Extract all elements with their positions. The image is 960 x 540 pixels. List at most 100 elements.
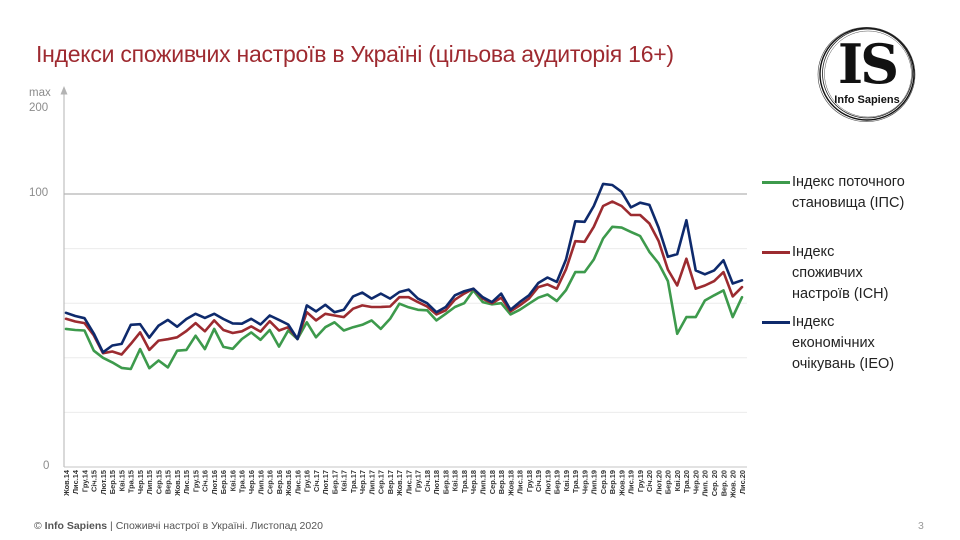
x-tick-label: Кві.17 — [340, 470, 349, 491]
copyright-icon: © — [34, 520, 42, 532]
x-tick-label: Тра.15 — [127, 470, 136, 493]
legend-label-isn: Індекс споживчих настроїв (ІСН) — [790, 242, 888, 305]
x-tick-label: Вер.19 — [608, 470, 617, 494]
x-tick-label: Жов. 20 — [729, 470, 738, 499]
x-tick-label: Січ.17 — [312, 470, 321, 492]
x-tick-label: Гру.19 — [636, 470, 645, 492]
logo-monogram: IS — [837, 32, 899, 96]
x-tick-label: Сер.16 — [266, 470, 275, 494]
x-tick-label: Січ.16 — [201, 470, 210, 492]
x-tick-label: Кві.19 — [562, 470, 571, 491]
footer-brand: Info Sapiens — [44, 520, 108, 532]
legend-label-line: економічних — [792, 335, 875, 351]
x-tick-label: Лис.20 — [738, 470, 747, 494]
legend-label-line: споживчих — [792, 265, 863, 281]
y-axis-max-label: max — [29, 87, 51, 99]
x-tick-label: Чер.19 — [580, 470, 589, 494]
x-tick-label: Лип.17 — [367, 470, 376, 494]
x-tick-label: Бер.19 — [553, 470, 562, 494]
x-tick-label: Лис.16 — [293, 470, 302, 494]
x-tick-label: Тра.18 — [460, 470, 469, 493]
x-tick-label: Гру.14 — [80, 469, 89, 492]
page-number: 3 — [918, 520, 924, 532]
x-tick-label: Вер. 20 — [719, 470, 728, 496]
series-line-ips — [64, 225, 744, 371]
legend-swatch-isn — [762, 251, 790, 254]
x-tick-label: Жов.16 — [284, 470, 293, 497]
x-tick-label: Вер.15 — [164, 470, 173, 494]
x-tick-label: Лис.19 — [627, 470, 636, 494]
x-tick-label: Бер.15 — [108, 470, 117, 494]
legend-item-ips: Індекс поточного становища (ІПС) — [762, 172, 905, 214]
x-tick-label: Чер.16 — [247, 470, 256, 494]
legend-label-line: очікувань (ІЕО) — [792, 356, 895, 372]
x-tick-label: Чер.17 — [358, 470, 367, 494]
x-tick-label: Сер. 20 — [710, 470, 719, 496]
x-tick-label: Бер.20 — [664, 470, 673, 494]
x-tick-label: Жов.14 — [62, 469, 71, 497]
x-tick-label: Січ.19 — [534, 470, 543, 492]
x-tick-label: Гру.16 — [303, 470, 312, 492]
x-tick-label: Бер.16 — [219, 470, 228, 494]
x-tick-label: Жов.15 — [173, 470, 182, 497]
footer-text: Споживчі настрої в Україні. Листопад 202… — [115, 520, 323, 532]
x-tick-label: Гру.17 — [414, 470, 423, 492]
x-tick-label: Вер.16 — [275, 470, 284, 494]
x-tick-label: Гру.18 — [525, 470, 534, 492]
x-tick-label: Січ.18 — [423, 470, 432, 492]
x-tick-label: Лип. 20 — [701, 470, 710, 497]
x-tick-label: Лип.16 — [256, 470, 265, 494]
x-tick-label: Січ.15 — [90, 470, 99, 492]
x-tick-label: Гру.15 — [191, 470, 200, 492]
x-tick-label: Лип.18 — [479, 470, 488, 494]
x-tick-label: Лис.15 — [182, 470, 191, 494]
x-tick-label: Сер.18 — [488, 470, 497, 494]
x-tick-label: Лис.14 — [71, 469, 80, 494]
x-tick-label: Кві.20 — [673, 470, 682, 491]
x-tick-label: Лют.19 — [543, 470, 552, 495]
x-tick-label: Жов.19 — [617, 470, 626, 497]
footer: © Info Sapiens | Споживчі настрої в Укра… — [34, 520, 323, 532]
x-tick-label: Сер.19 — [599, 470, 608, 494]
series-line-isn — [64, 200, 744, 356]
logo-ring-icon — [817, 26, 916, 123]
y-axis-max-value: 200 — [29, 102, 49, 114]
x-tick-label: Бер.18 — [442, 470, 451, 494]
x-tick-label: Бер.17 — [330, 470, 339, 494]
y-axis-arrow-icon — [60, 86, 68, 95]
legend-label-line: настроїв (ІСН) — [792, 286, 889, 302]
x-tick-label: Вер.18 — [497, 470, 506, 494]
legend-label-ips: Індекс поточного становища (ІПС) — [790, 172, 905, 214]
legend-label-line: Індекс поточного — [792, 174, 905, 190]
x-tick-label: Кві.15 — [117, 470, 126, 491]
x-tick-label: Тра.20 — [682, 470, 691, 493]
legend-swatch-ips — [762, 181, 790, 184]
legend-item-ieo: Індекс економічних очікувань (ІЕО) — [762, 312, 894, 375]
x-tick-label: Сер.17 — [377, 470, 386, 494]
x-tick-label: Жов.18 — [506, 470, 515, 497]
x-tick-label: Жов.17 — [395, 470, 404, 497]
x-tick-label: Кві.18 — [451, 470, 460, 491]
legend-label-line: Індекс — [792, 244, 835, 260]
series-line-ieo — [64, 182, 744, 354]
gridlines — [64, 193, 747, 413]
legend-item-isn: Індекс споживчих настроїв (ІСН) — [762, 242, 888, 305]
x-tick-label: Лют.15 — [99, 470, 108, 495]
y-axis-tick-0: 0 — [43, 460, 50, 472]
x-tick-label: Чер.20 — [692, 470, 701, 494]
x-tick-label: Січ.20 — [645, 470, 654, 492]
x-tick-label: Чер.15 — [136, 470, 145, 494]
x-tick-label: Лис.18 — [516, 470, 525, 494]
x-tick-label: Лис.17 — [404, 470, 413, 494]
series-lines — [64, 182, 744, 371]
legend-label-line: становища (ІПС) — [792, 195, 905, 211]
x-tick-label: Лют.20 — [654, 470, 663, 495]
x-axis-labels: Жов.14 Лис.14 Гру.14 Січ.15 Лют.15 Бер.15 Кві.… — [62, 469, 747, 499]
x-tick-label: Лют.18 — [432, 470, 441, 495]
slide-title: Індекси споживчих настроїв в Україні (ці… — [36, 41, 674, 67]
x-tick-label: Лют.17 — [321, 470, 330, 495]
x-tick-label: Кві.16 — [229, 470, 238, 491]
x-tick-label: Тра.17 — [349, 470, 358, 493]
x-tick-label: Чер.18 — [469, 470, 478, 494]
